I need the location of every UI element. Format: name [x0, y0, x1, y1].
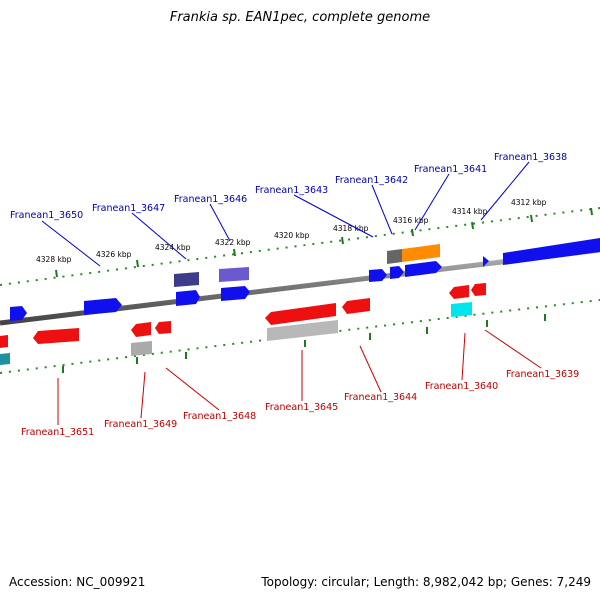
outer-major-ticks: [55, 207, 593, 278]
reverse-gene[interactable]: [131, 341, 152, 356]
forward-gene-label[interactable]: Franean1_3646: [174, 194, 247, 205]
scale-tick-label: 4316 kbp: [393, 216, 429, 225]
inner-major-ticks: [62, 314, 546, 373]
forward-gene-label[interactable]: Franean1_3643: [255, 185, 328, 196]
reverse-gene-label[interactable]: Franean1_3649: [104, 419, 177, 430]
forward-gene-label[interactable]: Franean1_3638: [494, 152, 567, 163]
forward-gene-label[interactable]: Franean1_3641: [414, 164, 487, 175]
forward-callouts: [41, 161, 530, 267]
reverse-genes[interactable]: [0, 283, 486, 365]
forward-gene[interactable]: [219, 267, 249, 282]
genome-summary-text: Topology: circular; Length: 8,982,042 bp…: [261, 575, 591, 589]
genome-title: Frankia sp. EAN1pec, complete genome: [169, 10, 431, 25]
forward-gene-label[interactable]: Franean1_3650: [10, 210, 83, 221]
forward-gene[interactable]: [405, 261, 442, 277]
reverse-gene[interactable]: [155, 321, 171, 334]
reverse-gene[interactable]: [0, 335, 8, 348]
forward-gene[interactable]: [503, 238, 600, 265]
reverse-gene[interactable]: [265, 303, 336, 325]
reverse-gene[interactable]: [33, 328, 79, 344]
reverse-gene[interactable]: [0, 353, 10, 365]
forward-gene-label[interactable]: Franean1_3647: [92, 203, 165, 214]
reverse-gene[interactable]: [342, 298, 370, 314]
reverse-callouts: [57, 329, 542, 425]
forward-gene[interactable]: [369, 269, 387, 282]
outer-scale-track: [0, 207, 600, 286]
scale-tick-label: 4322 kbp: [215, 238, 251, 247]
reverse-gene-label[interactable]: Franean1_3639: [506, 369, 579, 380]
reverse-gene-label[interactable]: Franean1_3644: [344, 392, 417, 403]
forward-gene[interactable]: [387, 249, 402, 264]
reverse-gene-label[interactable]: Franean1_3648: [183, 411, 256, 422]
forward-gene[interactable]: [176, 290, 200, 306]
forward-gene[interactable]: [10, 306, 27, 321]
scale-tick-label: 4318 kbp: [333, 224, 369, 233]
forward-gene[interactable]: [402, 244, 440, 262]
forward-gene[interactable]: [483, 256, 489, 267]
forward-gene-label[interactable]: Franean1_3642: [335, 175, 408, 186]
forward-gene[interactable]: [221, 286, 250, 301]
reverse-gene[interactable]: [471, 283, 486, 296]
scale-tick-label: 4328 kbp: [36, 255, 72, 264]
reverse-gene-label[interactable]: Franean1_3640: [425, 381, 498, 392]
forward-gene[interactable]: [390, 266, 404, 279]
forward-gene[interactable]: [84, 298, 122, 315]
forward-genes[interactable]: [10, 238, 600, 321]
reverse-gene-label[interactable]: Franean1_3651: [21, 427, 94, 438]
scale-tick-label: 4314 kbp: [452, 207, 488, 216]
accession-text: Accession: NC_009921: [9, 575, 146, 589]
scale-tick-label: 4326 kbp: [96, 250, 132, 259]
reverse-gene-label[interactable]: Franean1_3645: [265, 402, 338, 413]
scale-tick-label: 4320 kbp: [274, 231, 310, 240]
scale-tick-label: 4312 kbp: [511, 198, 547, 207]
reverse-gene[interactable]: [267, 320, 338, 341]
forward-gene[interactable]: [174, 272, 199, 287]
reverse-gene[interactable]: [451, 302, 472, 317]
reverse-gene[interactable]: [131, 322, 151, 337]
reverse-gene[interactable]: [449, 285, 469, 299]
